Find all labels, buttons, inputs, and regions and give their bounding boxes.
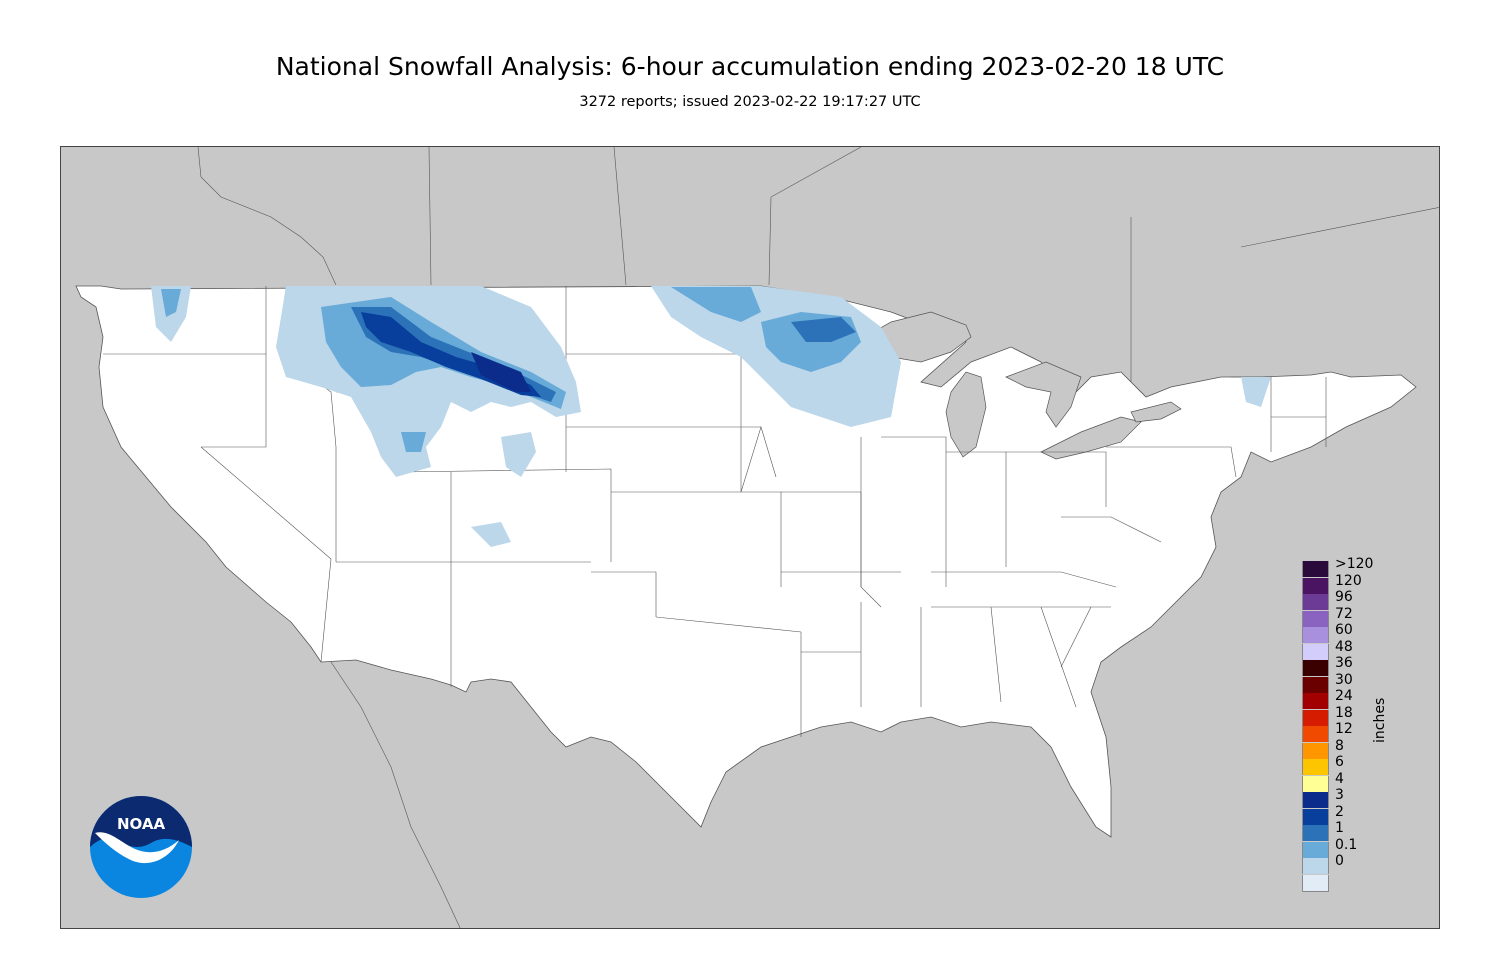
legend-label: 60 xyxy=(1335,622,1353,638)
legend-label: 0.1 xyxy=(1335,836,1358,853)
legend-swatch xyxy=(1302,594,1329,610)
legend-swatch xyxy=(1302,610,1329,627)
noaa-logo-text: NOAA xyxy=(117,815,166,833)
legend-label: 30 xyxy=(1335,671,1353,688)
noaa-logo: NOAA xyxy=(90,796,192,898)
map-subtitle: 3272 reports; issued 2023-02-22 19:17:27… xyxy=(579,94,921,110)
legend-label: 2 xyxy=(1335,803,1344,820)
legend-swatch xyxy=(1302,627,1329,643)
legend-label: 48 xyxy=(1335,638,1353,655)
legend-label: 3 xyxy=(1335,787,1344,803)
legend-swatch xyxy=(1302,676,1329,693)
legend-swatch xyxy=(1302,561,1329,577)
legend-swatch xyxy=(1302,841,1329,858)
background-borders xyxy=(197,147,1439,928)
legend-label: 1 xyxy=(1335,820,1344,836)
legend-swatch xyxy=(1302,577,1329,594)
legend-label: 12 xyxy=(1335,721,1353,737)
legend-swatch xyxy=(1302,759,1329,775)
legend-label: >120 xyxy=(1335,556,1374,572)
legend-label: 0 xyxy=(1335,853,1344,869)
snowfall-shading xyxy=(151,286,1271,547)
legend-swatch xyxy=(1302,858,1329,874)
map-title: National Snowfall Analysis: 6-hour accum… xyxy=(275,52,1225,81)
legend-swatch xyxy=(1302,643,1329,660)
legend-label: 6 xyxy=(1335,754,1344,770)
legend-swatch xyxy=(1302,775,1329,792)
legend-unit: inches xyxy=(1372,697,1388,743)
legend-bottom-edge xyxy=(1302,891,1329,892)
legend-label: 24 xyxy=(1335,688,1353,704)
legend-swatch xyxy=(1302,808,1329,825)
legend-swatch xyxy=(1302,742,1329,759)
legend-swatch xyxy=(1302,709,1329,726)
legend-label: 4 xyxy=(1335,770,1344,787)
legend-swatch xyxy=(1302,693,1329,709)
legend-label: 120 xyxy=(1335,572,1362,589)
legend-swatch xyxy=(1302,792,1329,808)
legend-label: 18 xyxy=(1335,704,1353,721)
legend-swatch xyxy=(1302,726,1329,742)
map-svg xyxy=(75,147,1439,928)
legend-label: 96 xyxy=(1335,589,1353,605)
snowfall-map xyxy=(60,146,1440,929)
legend-label: 72 xyxy=(1335,605,1353,622)
legend-swatch xyxy=(1302,660,1329,676)
legend-label: 8 xyxy=(1335,737,1344,754)
great-lakes xyxy=(855,311,1182,460)
legend-swatch xyxy=(1302,825,1329,841)
legend-swatch xyxy=(1302,874,1329,891)
legend-label: 36 xyxy=(1335,655,1353,671)
conus-landmass xyxy=(75,285,1417,838)
